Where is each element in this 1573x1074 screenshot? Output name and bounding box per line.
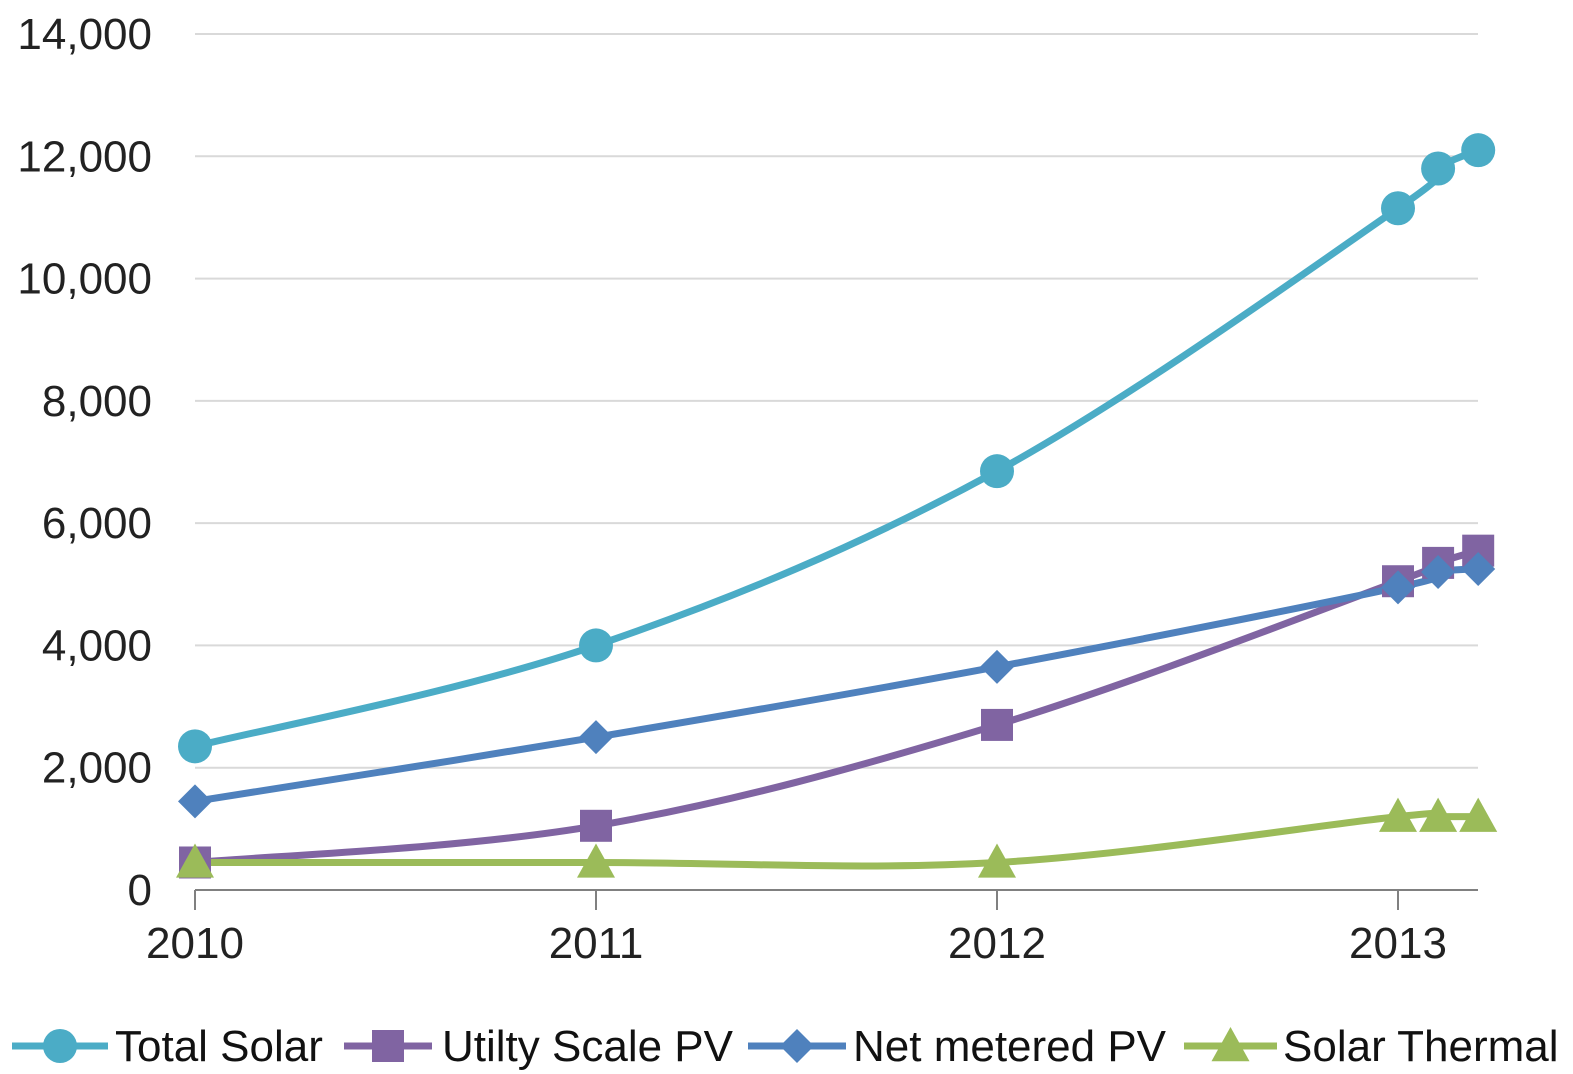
series-line-net-metered-pv [191,565,1482,805]
data-point-utilty-scale-pv [580,809,612,842]
x-tick-label: 2013 [1349,919,1447,968]
legend-item-net-metered-pv: Net metered PV [748,1022,1167,1071]
legend-item-total-solar: Total Solar [12,1022,323,1071]
data-point-solar-thermal [1459,797,1498,832]
data-point-net-metered-pv [178,784,212,819]
data-point-net-metered-pv [1461,552,1496,586]
y-tick-label: 8,000 [42,377,152,426]
data-point-solar-thermal [978,843,1016,878]
y-tick-label: 2,000 [42,744,152,793]
data-point-net-metered-pv [980,649,1014,684]
legend-label: Solar Thermal [1283,1022,1559,1071]
series-markers [176,133,1498,879]
x-tick-label: 2012 [948,919,1046,968]
y-tick-label: 6,000 [42,499,152,548]
legend-swatch-marker [43,1029,77,1063]
data-point-total-solar [1381,191,1415,226]
data-point-net-metered-pv [1421,555,1456,590]
series-lines [191,146,1482,870]
axes: 0 2,000 4,000 6,000 8,000 10,000 12,000 14,000 2… [17,10,1478,968]
data-point-total-solar [1421,151,1456,186]
data-point-total-solar [980,454,1014,489]
data-point-utilty-scale-pv [981,708,1013,741]
series-line-total-solar [191,146,1482,750]
series-line-utilty-scale-pv [191,547,1482,866]
legend-swatch-marker [780,1029,814,1063]
x-tick-label: 2010 [146,919,244,968]
series-line-solar-thermal [191,809,1482,870]
data-point-solar-thermal [176,843,214,878]
data-point-net-metered-pv [1381,570,1415,605]
y-tick-label: 14,000 [17,10,152,59]
y-tick-label: 10,000 [17,255,152,304]
data-point-solar-thermal [1379,797,1417,832]
data-point-solar-thermal [1419,797,1458,832]
legend-swatch-marker [372,1030,404,1062]
legend-swatch-marker [1211,1027,1250,1062]
data-point-net-metered-pv [579,720,613,755]
data-point-total-solar [579,628,613,663]
legend-item-solar-thermal: Solar Thermal [1184,1022,1559,1071]
legend-label: Total Solar [115,1022,323,1071]
legend-label: Utilty Scale PV [442,1022,734,1071]
x-tick-label: 2011 [549,919,644,968]
data-point-total-solar [178,729,212,764]
y-tick-label: 12,000 [17,132,152,181]
legend-item-utilty-scale-pv: Utilty Scale PV [344,1022,734,1071]
legend-label: Net metered PV [853,1022,1167,1071]
data-point-total-solar [1461,133,1496,168]
gridlines [195,33,1478,769]
legend: Total Solar Utilty Scale PV Net metered PV… [12,1022,1559,1071]
y-tick-label: 4,000 [42,621,152,670]
y-tick-label: 0 [128,866,152,915]
data-point-solar-thermal [577,843,615,878]
